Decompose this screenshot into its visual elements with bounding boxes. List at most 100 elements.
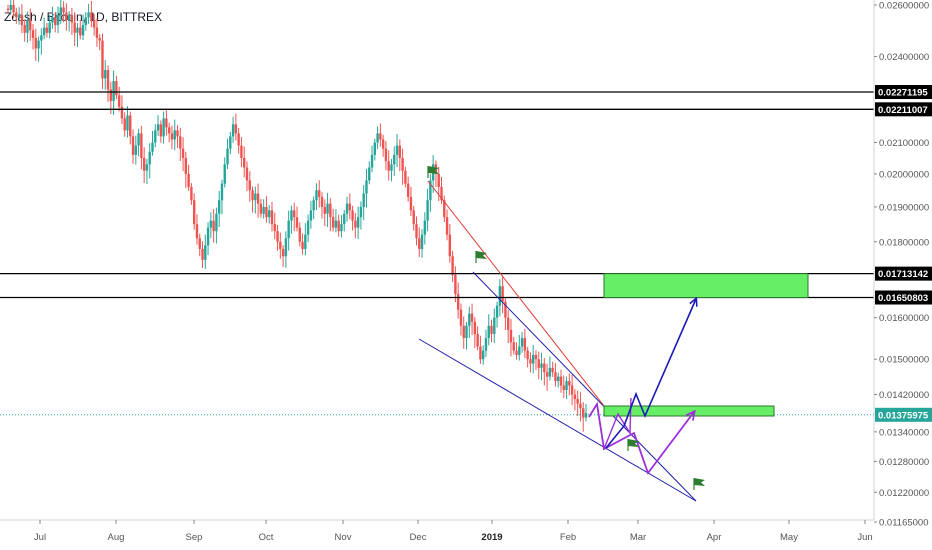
candle-body — [490, 325, 493, 334]
time-tick-label: 2019 — [481, 532, 502, 543]
candle-body — [54, 17, 57, 26]
candle-body — [101, 40, 104, 79]
candle-body — [404, 170, 407, 184]
candle-body — [484, 338, 488, 351]
candle-body — [429, 180, 432, 201]
time-tick-label: May — [780, 532, 798, 543]
candle-body — [518, 346, 521, 355]
candle-body — [276, 231, 279, 242]
candle-body — [545, 372, 549, 377]
candle-body — [479, 346, 482, 360]
time-tick-label: Apr — [707, 532, 722, 543]
price-tick-label: 0.01500000 — [879, 355, 929, 366]
candle-body — [192, 200, 196, 225]
candle-body — [509, 329, 513, 343]
candle-body — [23, 25, 26, 33]
candle-body — [251, 190, 254, 201]
candle-body — [476, 333, 479, 347]
price-tick-label: 0.01340000 — [879, 427, 929, 438]
candle-body — [343, 213, 346, 225]
candle-body — [320, 196, 324, 207]
time-tick-label: Sep — [186, 532, 203, 543]
candle-body — [390, 164, 393, 171]
candle-body — [92, 19, 96, 28]
candle-body — [570, 385, 574, 395]
candle-body — [565, 381, 568, 390]
candle-body — [337, 220, 340, 232]
candle-body — [340, 224, 343, 232]
candle-body — [557, 376, 560, 382]
candle-body — [106, 70, 110, 90]
price-tick-label: 0.01220000 — [879, 488, 929, 499]
candle-body — [262, 206, 265, 214]
candle-body — [356, 217, 360, 228]
candle-body — [201, 248, 204, 260]
price-tick-label: 0.02400000 — [879, 52, 929, 63]
price-axis: 0.02600000 0.02400000 0.02100000 0.02000000… — [873, 0, 932, 550]
price-tag-bg — [875, 407, 932, 422]
candle-body — [473, 321, 477, 334]
candle-body — [65, 12, 68, 20]
candle-body — [129, 115, 132, 137]
flag-icon — [628, 439, 639, 447]
candle-body — [151, 142, 154, 152]
candle-body — [87, 12, 90, 18]
time-tick-label: Aug — [108, 532, 125, 543]
candle-body — [20, 14, 24, 26]
candle-body — [137, 133, 140, 146]
candle-body — [131, 136, 135, 155]
candle-body — [256, 193, 260, 204]
candle-body — [115, 81, 118, 96]
candle-body — [418, 238, 421, 249]
price-tag-label: 0.02271195 — [878, 88, 928, 99]
candle-body — [376, 133, 379, 143]
candle-body — [162, 118, 165, 137]
candle-body — [359, 206, 363, 218]
candle-body — [259, 203, 263, 214]
candle-body — [576, 399, 579, 404]
candle-body — [532, 354, 535, 364]
candle-body — [148, 151, 151, 165]
candle-body — [134, 145, 138, 155]
candle-body — [495, 305, 499, 318]
candle-body — [145, 164, 149, 171]
candle-body — [170, 133, 174, 140]
candle-body — [51, 17, 54, 23]
candle-body — [448, 234, 452, 257]
candle-body — [293, 210, 296, 218]
candle-body — [98, 37, 101, 41]
candle-body — [42, 27, 46, 36]
candle-body — [406, 183, 410, 197]
candle-body — [156, 124, 160, 131]
candle-body — [45, 27, 49, 33]
candle-body — [345, 203, 349, 214]
candle-body — [243, 158, 246, 168]
price-tag-bg — [875, 102, 932, 117]
candle-body — [540, 363, 543, 368]
candle-body — [523, 338, 527, 351]
candle-body — [323, 206, 326, 214]
candle-body — [559, 376, 563, 386]
candle-body — [173, 130, 176, 140]
candle-body — [195, 224, 199, 239]
candle-body — [384, 148, 388, 162]
candle-body — [220, 183, 224, 201]
candle-body — [409, 196, 413, 211]
candle-body — [112, 81, 115, 101]
candle-body — [279, 241, 282, 249]
price-tick-label: 0.01420000 — [879, 390, 929, 401]
candle-body — [395, 145, 399, 155]
candle-body — [179, 136, 182, 149]
candle-body — [423, 220, 427, 235]
price-tag-label: 0.02211007 — [878, 105, 928, 116]
candle-body — [315, 190, 318, 201]
candle-body — [445, 217, 449, 235]
candle-body — [223, 164, 226, 184]
candle-body — [504, 301, 507, 318]
candle-body — [90, 12, 93, 20]
price-tick-label: 0.02600000 — [879, 0, 929, 11]
candle-body — [295, 217, 299, 228]
candle-body — [254, 193, 257, 201]
price-tick-label: 0.01600000 — [879, 313, 929, 324]
